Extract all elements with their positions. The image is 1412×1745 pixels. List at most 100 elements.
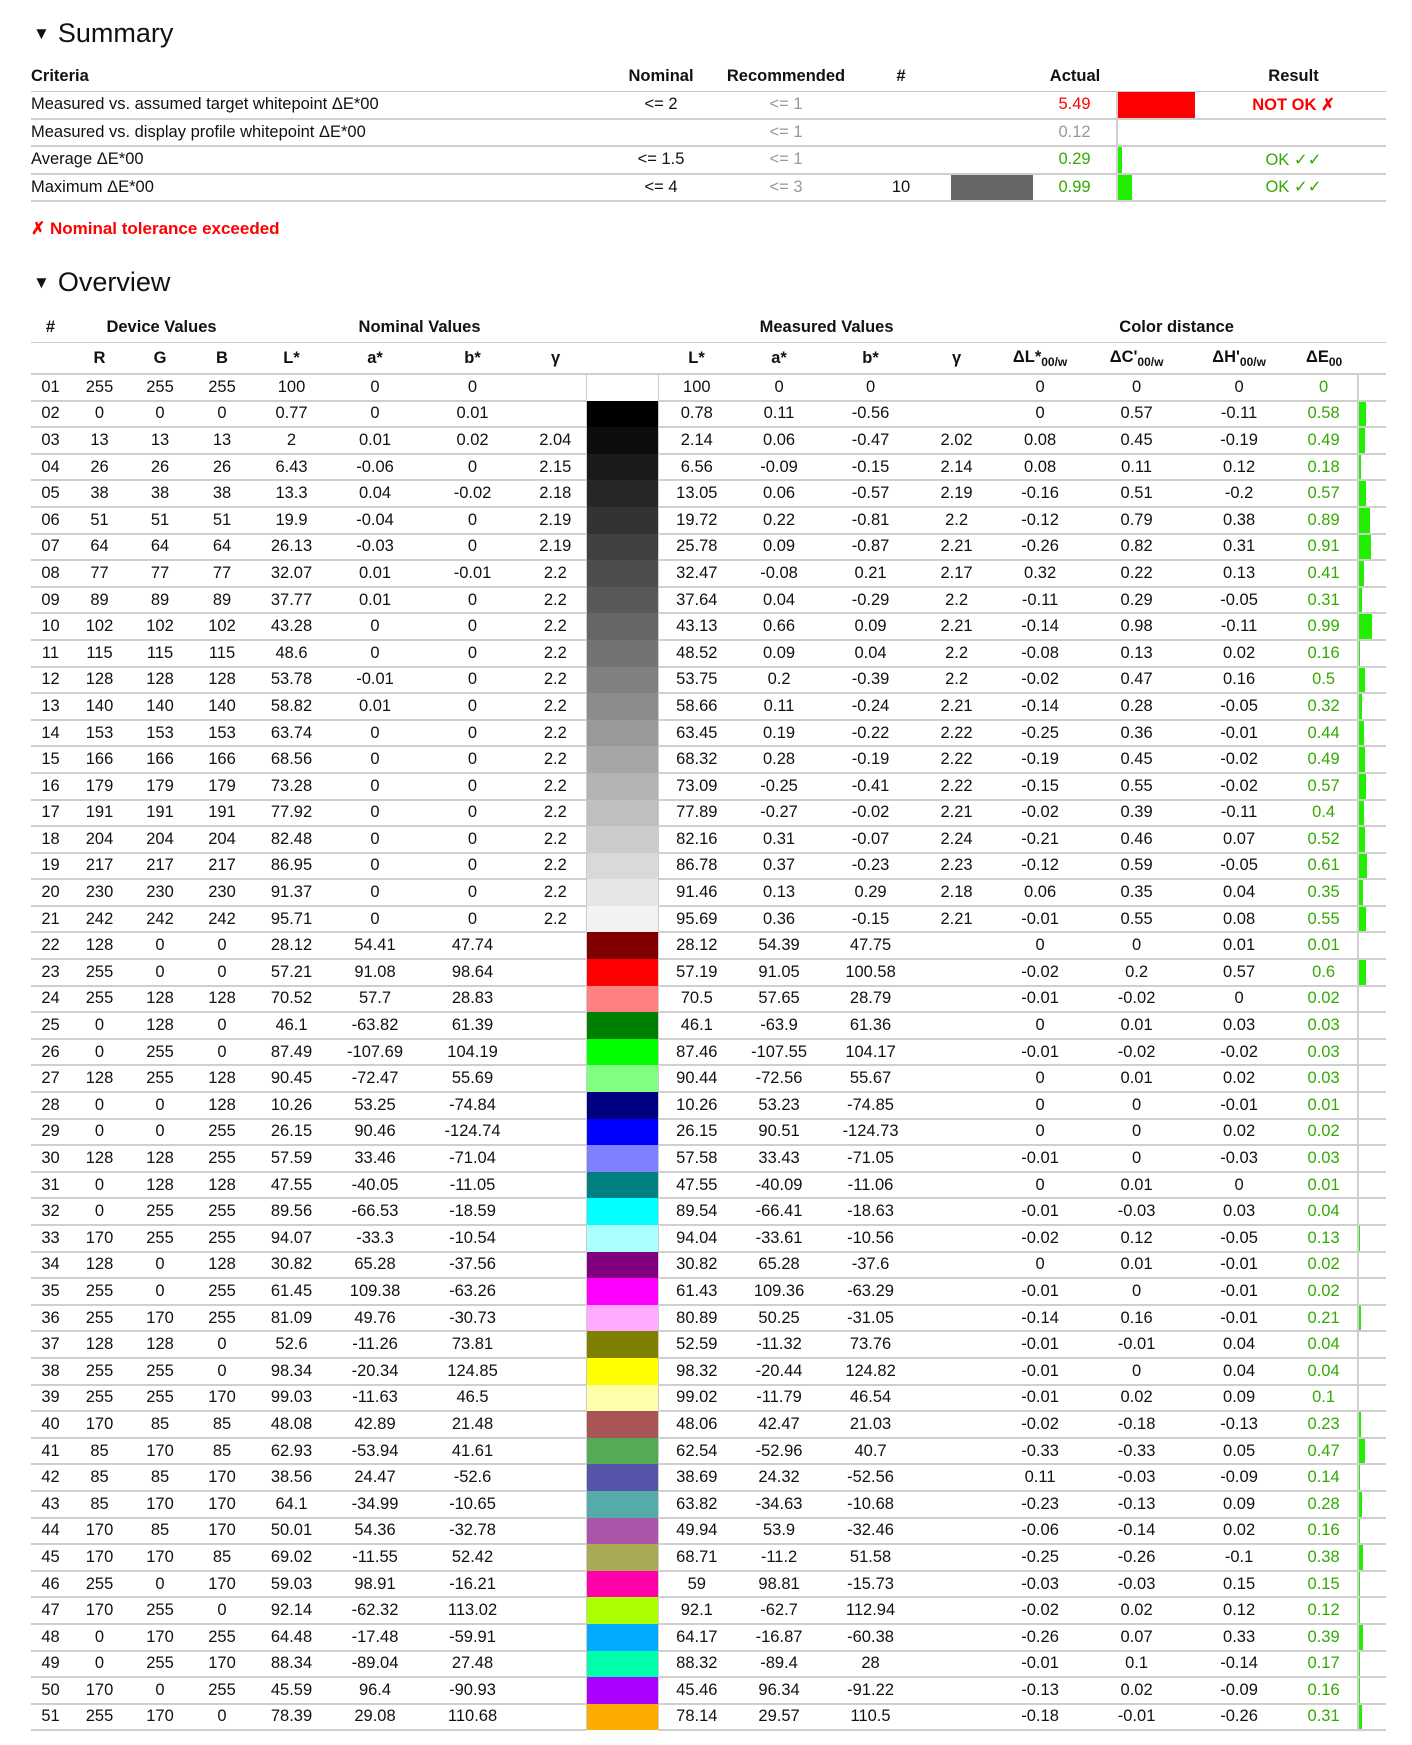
delta-e-bar-cell (1357, 1065, 1387, 1094)
measured-l: 25.78 (658, 533, 736, 562)
nominal-l: 92.14 (253, 1597, 331, 1625)
nominal-gamma (525, 1251, 587, 1280)
device-b: 179 (191, 772, 254, 801)
table-row: 49 0 255 170 88.34 -89.04 27.48 88.32 -89.4 28 -0.… (31, 1650, 1387, 1679)
measured-l: 32.47 (658, 560, 736, 588)
delta-l: -0.01 (995, 1650, 1086, 1679)
patch-number: 18 (31, 826, 70, 854)
measured-a: 91.05 (735, 959, 824, 987)
measured-a: 0.28 (735, 746, 824, 774)
device-b: 170 (191, 1570, 254, 1599)
delta-l: -0.18 (995, 1703, 1086, 1732)
measured-b: -0.02 (823, 799, 919, 828)
delta-e-bar (1359, 1305, 1362, 1331)
nominal-gamma: 2.2 (525, 666, 587, 695)
measured-l: 63.45 (658, 719, 736, 748)
delta-c: 0 (1085, 1357, 1189, 1386)
measured-l: 88.32 (658, 1650, 736, 1679)
delta-c: 0 (1085, 1278, 1189, 1306)
delta-l: -0.02 (995, 959, 1086, 987)
measured-a: 109.36 (735, 1278, 824, 1306)
group-bar (1358, 313, 1387, 343)
measured-l: 19.72 (658, 506, 736, 535)
nominal-l: 58.82 (253, 693, 331, 721)
nominal-a: 0 (330, 879, 421, 907)
nominal-l: 57.21 (253, 959, 331, 987)
measured-gamma: 2.21 (918, 693, 996, 721)
measured-l: 78.14 (658, 1703, 736, 1732)
table-row: 03 13 13 13 2 0.01 0.02 2.04 2.14 0.06 -0.47 2.02 0.… (31, 427, 1387, 455)
color-swatch (585, 1118, 659, 1146)
nominal-a: -0.04 (330, 506, 421, 535)
device-r: 170 (70, 1677, 129, 1705)
delta-e-bar (1359, 1571, 1361, 1597)
device-b: 13 (191, 427, 254, 455)
device-b: 255 (191, 1145, 254, 1173)
measured-b: -10.68 (823, 1490, 919, 1519)
table-row: 19 217 217 217 86.95 0 0 2.2 86.78 0.37 -0.23 2.23-… (31, 852, 1387, 881)
delta-e: 0.04 (1290, 1357, 1359, 1386)
device-r: 140 (70, 693, 129, 721)
nominal-l: 30.82 (253, 1251, 331, 1280)
nominal-a: 29.08 (330, 1703, 421, 1732)
patch-number: 29 (31, 1118, 70, 1147)
delta-e: 0.12 (1290, 1597, 1359, 1625)
delta-e: 0.17 (1290, 1650, 1359, 1679)
nominal-value: <= 4 (601, 173, 721, 202)
delta-l: -0.01 (995, 1198, 1086, 1226)
delta-e-bar (1359, 614, 1373, 639)
delta-e: 0.04 (1290, 1198, 1359, 1226)
measured-b: 61.36 (823, 1012, 919, 1040)
measured-a: 0.22 (735, 506, 824, 535)
color-swatch (585, 1384, 659, 1412)
patch-number: 33 (31, 1225, 70, 1253)
result-value: OK ✓✓ (1201, 146, 1386, 175)
measured-l: 99.02 (658, 1384, 736, 1413)
color-swatch (585, 772, 659, 800)
delta-h: 0.01 (1188, 932, 1291, 961)
nominal-gamma (525, 959, 587, 987)
color-swatch (585, 586, 659, 614)
table-row: 23 255 0 0 57.21 91.08 98.64 57.19 91.05 100.58 -0… (31, 959, 1387, 987)
color-swatch (585, 852, 659, 880)
actual-value: 0.12 (1033, 118, 1117, 147)
delta-e-bar-cell (1357, 586, 1387, 615)
delta-c: 0.98 (1085, 613, 1189, 641)
patch-number: 07 (31, 533, 70, 562)
patch-number: 21 (31, 905, 70, 934)
device-b: 204 (191, 826, 254, 854)
device-g: 0 (129, 959, 191, 987)
nominal-a: 90.46 (330, 1118, 421, 1147)
device-r: 85 (70, 1437, 129, 1466)
nominal-l: 73.28 (253, 772, 331, 801)
table-row: 21 242 242 242 95.71 0 0 2.2 95.69 0.36 -0.15 2.21-… (31, 905, 1387, 934)
nominal-a: -33.3 (330, 1225, 421, 1253)
patch-number: 51 (31, 1703, 70, 1732)
device-b: 115 (191, 639, 254, 668)
summary-section-toggle[interactable]: ▼ Summary (33, 18, 173, 49)
delta-e: 0.16 (1290, 1677, 1359, 1705)
delta-l: -0.01 (995, 1145, 1086, 1173)
patch-number: 05 (31, 480, 70, 508)
delta-l: 0 (995, 1012, 1086, 1040)
measured-a: 65.28 (735, 1251, 824, 1280)
actual-bar (1118, 174, 1132, 200)
col-num (31, 342, 70, 375)
measured-gamma (918, 1357, 996, 1386)
device-r: 0 (70, 1092, 129, 1120)
nominal-gamma: 2.2 (525, 560, 587, 588)
nominal-gamma (525, 1597, 587, 1625)
nominal-l: 46.1 (253, 1012, 331, 1040)
table-row: 44 170 85 170 50.01 54.36 -32.78 49.94 53.9 -32.4… (31, 1517, 1387, 1546)
nominal-gamma: 2.2 (525, 719, 587, 748)
measured-b: 112.94 (823, 1597, 919, 1625)
delta-e-bar-cell (1357, 1012, 1387, 1040)
device-b: 128 (191, 1171, 254, 1200)
nominal-l: 87.49 (253, 1038, 331, 1067)
column-header: γ (918, 342, 996, 375)
nominal-b: 0 (420, 453, 526, 482)
delta-e-bar (1359, 1704, 1363, 1730)
table-row: 47 170 255 0 92.14 -62.32 113.02 92.1 -62.7 112.9… (31, 1597, 1387, 1625)
overview-section-toggle[interactable]: ▼ Overview (33, 267, 170, 298)
summary-row: Average ΔE*00 <= 1.5 <= 1 0.29 OK ✓✓ (31, 146, 1386, 175)
